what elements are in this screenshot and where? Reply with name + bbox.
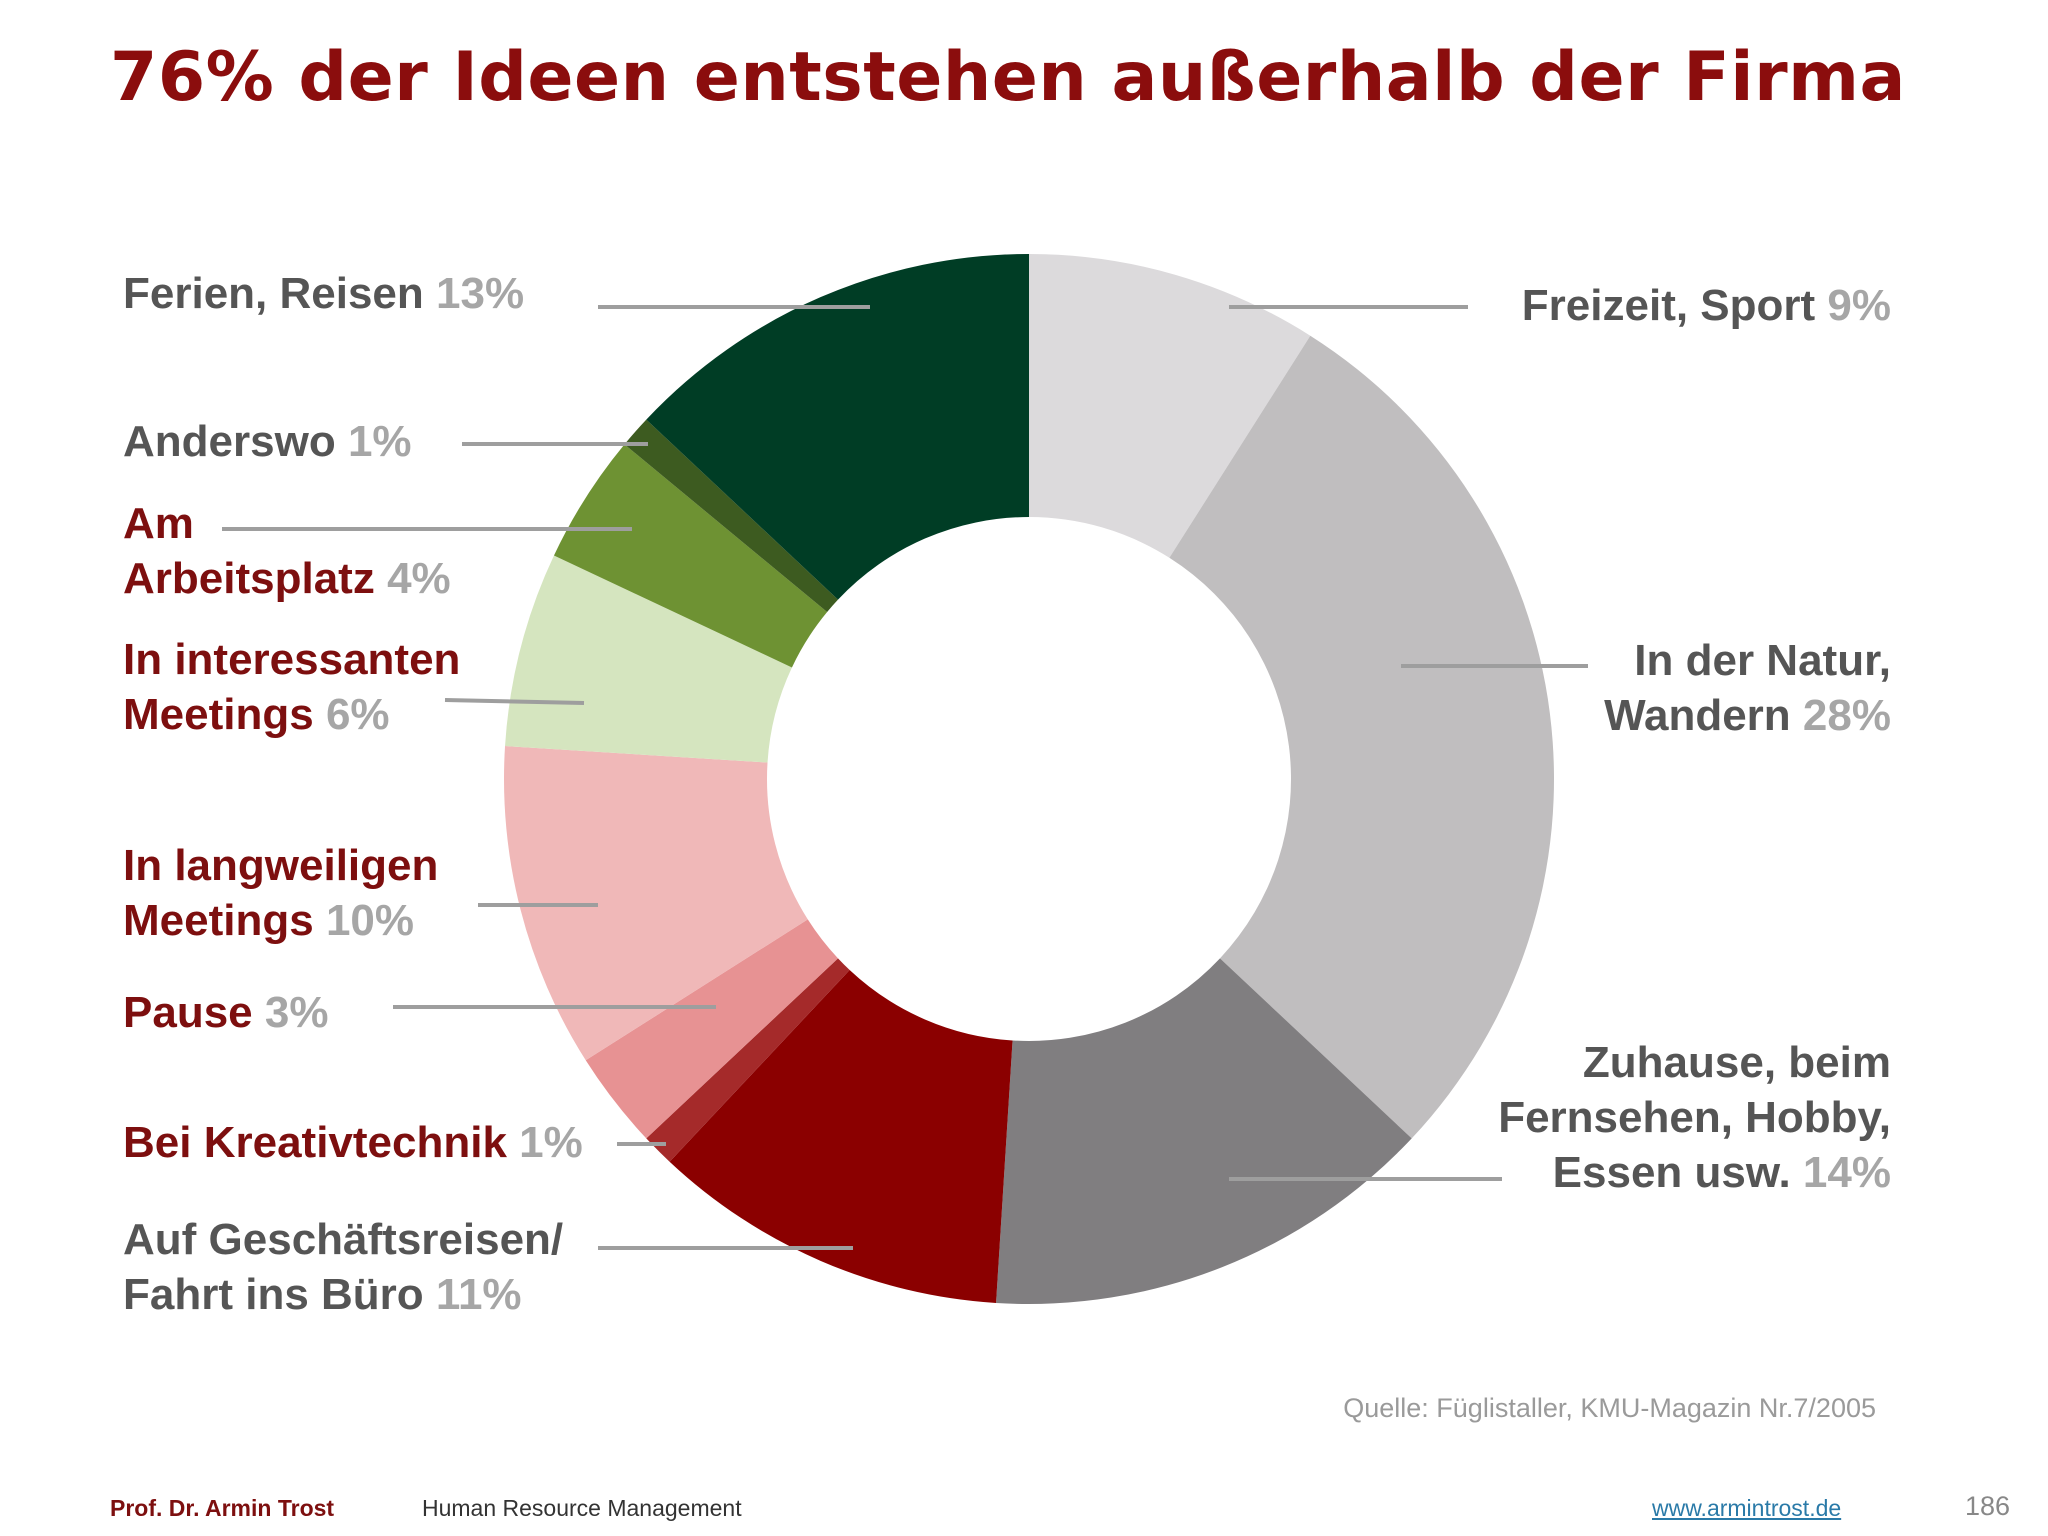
label-natur-line1: In der Natur, — [1634, 636, 1891, 685]
label-interessant-line2: Meetings — [123, 690, 314, 739]
label-freizeit-text: Freizeit, Sport — [1521, 281, 1816, 330]
page-number: 186 — [1965, 1491, 2011, 1521]
label-kreativ-pct: 1% — [519, 1118, 583, 1167]
label-langweilig-line1: In langweiligen — [123, 841, 439, 890]
label-reisen-line2: Fahrt ins Büro — [123, 1270, 424, 1319]
donut-slice-4 — [669, 969, 1013, 1303]
label-freizeit: Freizeit, Sport 9% — [1522, 278, 1891, 333]
donut-slice-10 — [624, 419, 839, 612]
label-interessant-pct: 6% — [325, 690, 390, 739]
label-langweilig-pct: 10% — [325, 896, 415, 945]
label-arbeitsplatz-line1: Am — [123, 499, 194, 548]
label-langweilig-line2: Meetings — [123, 896, 314, 945]
label-ferien-text: Ferien, Reisen — [123, 269, 424, 318]
donut-slice-3 — [996, 958, 1412, 1304]
label-reisen-line1: Auf Geschäftsreisen/ — [123, 1215, 564, 1264]
footer-author: Prof. Dr. Armin Trost — [110, 1495, 335, 1521]
donut-slice-2 — [1169, 335, 1554, 1139]
donut-slice-5 — [646, 958, 850, 1162]
footer-website-link[interactable]: www.armintrost.de — [1652, 1495, 1842, 1521]
donut-slices — [504, 254, 1554, 1304]
label-zuhause-pct: 14% — [1802, 1148, 1891, 1197]
label-interessant-line1: In interessanten — [123, 635, 461, 684]
leader-interessant — [444, 698, 585, 705]
label-pause-text: Pause — [123, 988, 253, 1037]
label-arbeitsplatz-line2: Arbeitsplatz — [123, 554, 375, 603]
label-ferien-pct: 13% — [436, 269, 525, 318]
donut-slice-8 — [505, 555, 792, 763]
label-freizeit-pct: 9% — [1827, 281, 1891, 330]
label-anderswo: Anderswo 1% — [123, 414, 412, 469]
label-reisen: Auf Geschäftsreisen/ Fahrt ins Büro 11% — [123, 1212, 563, 1322]
label-kreativ-text: Bei Kreativtechnik — [123, 1118, 507, 1167]
footer-course: Human Resource Management — [422, 1495, 742, 1521]
label-pause: Pause 3% — [123, 985, 328, 1040]
label-zuhause-line1: Zuhause, beim — [1582, 1038, 1891, 1087]
donut-slice-7 — [504, 746, 808, 1061]
label-reisen-pct: 11% — [435, 1270, 522, 1319]
label-pause-pct: 3% — [264, 988, 329, 1037]
label-ferien: Ferien, Reisen 13% — [123, 266, 524, 321]
label-arbeitsplatz: Am Arbeitsplatz 4% — [123, 496, 451, 606]
donut-slice-1 — [1029, 254, 1311, 558]
label-zuhause: Zuhause, beim Fernsehen, Hobby, Essen us… — [1498, 1035, 1891, 1200]
leader-lines — [222, 305, 1588, 1250]
donut-slice-6 — [585, 919, 839, 1139]
label-natur-line2: Wandern — [1604, 691, 1791, 740]
label-natur: In der Natur, Wandern 28% — [1604, 633, 1891, 743]
label-zuhause-line2: Fernsehen, Hobby, — [1498, 1093, 1891, 1142]
donut-slice-11 — [646, 254, 1029, 600]
label-kreativ: Bei Kreativtechnik 1% — [123, 1115, 583, 1170]
donut-slice-9 — [553, 444, 828, 668]
label-arbeitsplatz-pct: 4% — [387, 554, 451, 603]
source-note: Quelle: Füglistaller, KMU-Magazin Nr.7/2… — [1343, 1393, 1876, 1423]
label-zuhause-line3: Essen usw. — [1552, 1148, 1791, 1197]
label-anderswo-text: Anderswo — [123, 417, 336, 466]
slide-title: 76% der Ideen entstehen außerhalb der Fi… — [110, 38, 1906, 117]
label-anderswo-pct: 1% — [347, 417, 412, 466]
label-natur-pct: 28% — [1802, 691, 1891, 740]
label-langweilig: In langweiligen Meetings 10% — [123, 838, 438, 948]
label-interessant: In interessanten Meetings 6% — [123, 632, 460, 742]
